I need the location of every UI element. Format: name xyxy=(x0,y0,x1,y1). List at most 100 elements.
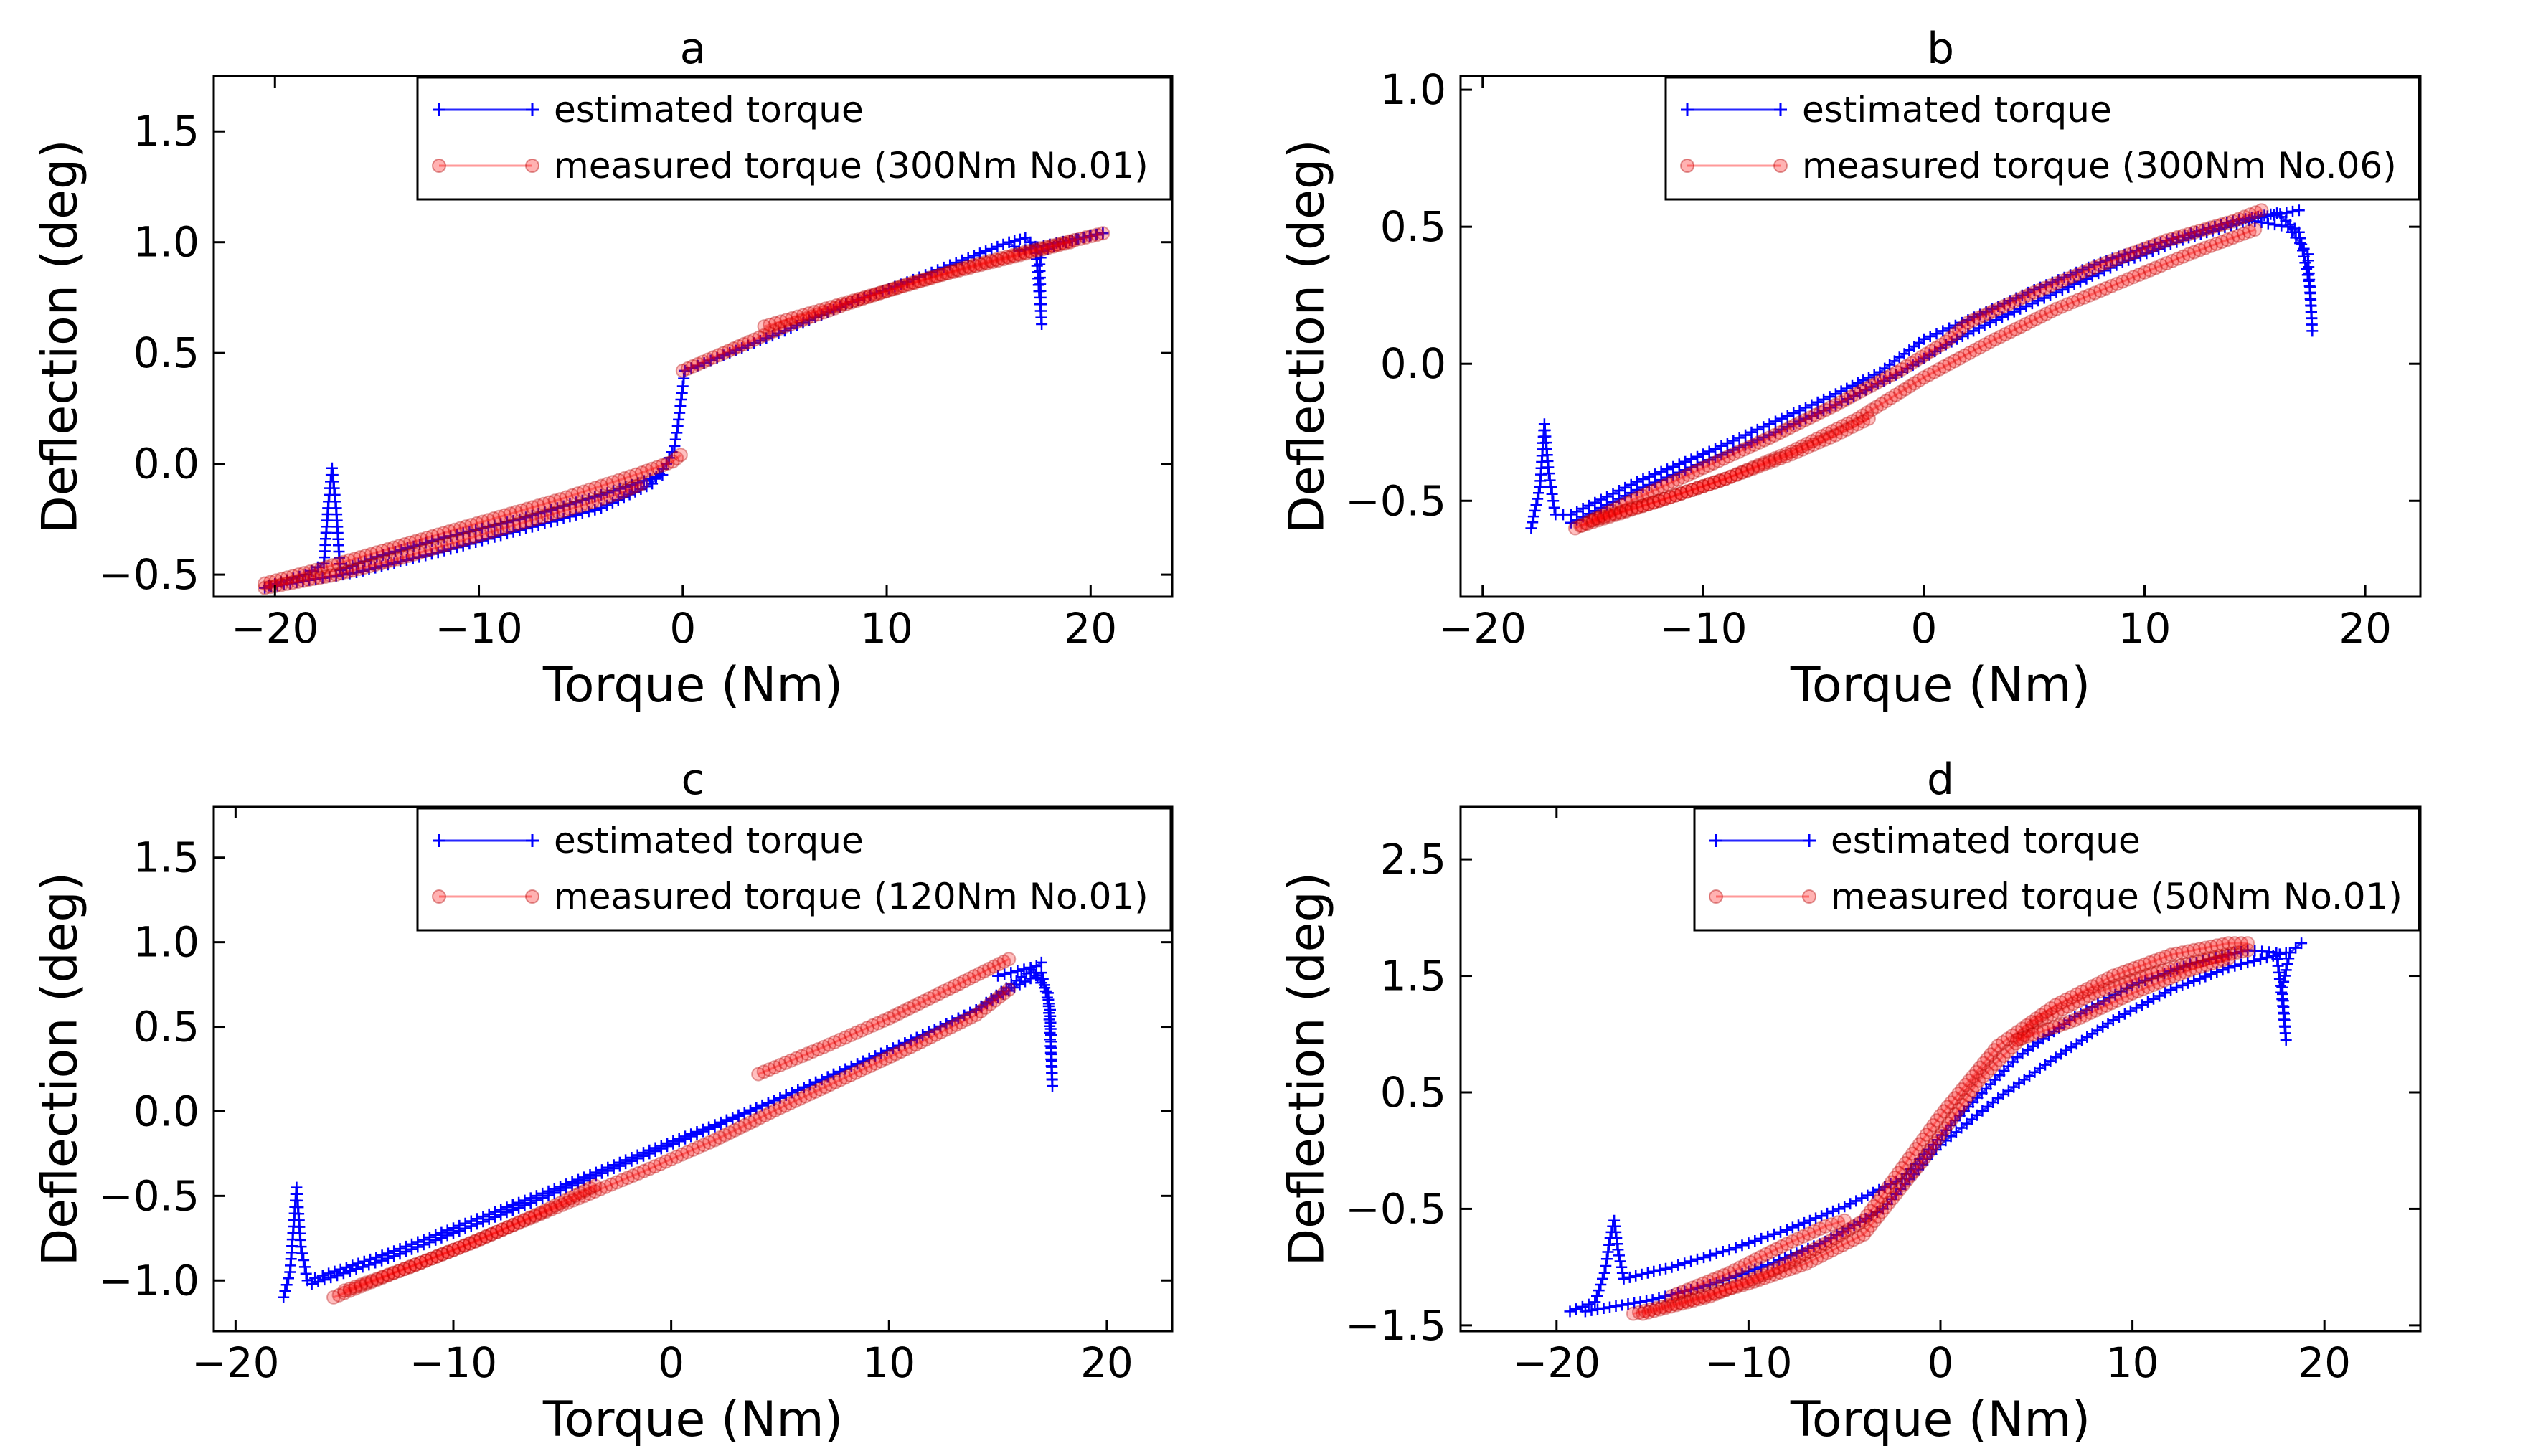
data-point xyxy=(2227,936,2242,951)
data-point xyxy=(933,267,948,282)
data-point xyxy=(359,1277,374,1292)
data-point xyxy=(1786,1252,1801,1267)
data-point xyxy=(1969,1064,1984,1079)
data-point xyxy=(1760,1265,1775,1280)
data-point xyxy=(1947,354,1962,369)
data-point xyxy=(258,580,273,595)
data-point xyxy=(1859,405,1874,420)
data-point xyxy=(503,506,518,521)
data-point xyxy=(1630,501,1645,516)
y-tick-label: 0.0 xyxy=(1380,339,1446,388)
data-point xyxy=(1635,488,1650,504)
y-axis-label: Deflection (deg) xyxy=(32,872,89,1266)
data-point xyxy=(1753,1249,1768,1264)
data-point xyxy=(486,511,501,526)
data-point xyxy=(2097,982,2112,997)
data-point xyxy=(1850,417,1865,432)
data-point xyxy=(1679,484,1694,499)
plot-area xyxy=(1525,203,2319,536)
data-point xyxy=(2104,253,2119,268)
data-point xyxy=(1044,238,1060,253)
data-point xyxy=(566,1193,580,1208)
data-point xyxy=(996,954,1011,969)
data-point xyxy=(440,537,455,552)
data-point xyxy=(1978,337,1993,352)
data-point xyxy=(1078,230,1093,245)
data-point xyxy=(680,1145,695,1160)
data-point xyxy=(1920,1145,1935,1160)
data-point xyxy=(753,1110,768,1125)
data-point xyxy=(608,487,623,502)
data-point xyxy=(783,1053,798,1068)
data-point xyxy=(1839,392,1854,407)
data-point xyxy=(1803,410,1818,425)
data-point xyxy=(297,566,312,580)
legend: estimated torque measured torque (120Nm N… xyxy=(416,807,1172,932)
data-point xyxy=(2169,946,2184,961)
data-point xyxy=(879,283,894,298)
data-point xyxy=(727,1122,742,1138)
data-point xyxy=(1798,1256,1814,1271)
data-point xyxy=(789,1051,804,1066)
data-point xyxy=(1869,376,1884,390)
data-point xyxy=(522,1211,537,1226)
data-point xyxy=(2137,957,2152,972)
data-point xyxy=(1752,1272,1766,1287)
data-point xyxy=(894,278,909,293)
data-point xyxy=(464,518,479,532)
data-point xyxy=(1839,422,1854,437)
data-point xyxy=(357,560,372,575)
data-point xyxy=(911,273,925,288)
data-point xyxy=(898,1042,913,1057)
data-point xyxy=(887,1008,902,1024)
data-point xyxy=(1854,384,1869,399)
data-point xyxy=(1802,1244,1817,1259)
data-point xyxy=(2164,947,2179,963)
data-point xyxy=(1874,397,1889,412)
data-point xyxy=(659,1154,673,1169)
data-point xyxy=(785,311,800,326)
data-point xyxy=(1084,229,1099,244)
data-point xyxy=(2009,1036,2024,1051)
data-point xyxy=(664,1152,679,1167)
data-point xyxy=(1718,1282,1733,1297)
data-point xyxy=(706,350,721,365)
data-point xyxy=(353,550,368,564)
data-point xyxy=(392,1263,407,1278)
data-point xyxy=(916,272,931,287)
data-point xyxy=(1618,504,1633,519)
series-estimated xyxy=(1525,204,2319,534)
data-point xyxy=(1646,495,1661,510)
data-point xyxy=(2111,966,2126,981)
data-point xyxy=(2137,265,2152,280)
data-point xyxy=(1941,1116,1956,1131)
data-point xyxy=(1646,1303,1661,1318)
data-point xyxy=(1788,417,1803,432)
data-point xyxy=(1952,323,1967,338)
data-point xyxy=(518,514,533,529)
data-point xyxy=(986,959,1001,974)
data-point xyxy=(669,450,684,465)
data-point xyxy=(634,465,649,480)
data-point xyxy=(686,359,700,374)
data-point xyxy=(2231,212,2246,227)
data-point xyxy=(1862,411,1876,426)
marker-group xyxy=(1565,204,2305,529)
data-point xyxy=(588,481,603,496)
data-point xyxy=(1809,1251,1824,1266)
data-point xyxy=(1027,242,1042,257)
data-point xyxy=(1837,1224,1852,1239)
data-point xyxy=(354,1279,368,1294)
data-point xyxy=(896,278,911,293)
data-point xyxy=(2048,998,2063,1013)
data-point xyxy=(1636,1306,1651,1321)
legend-marker xyxy=(1681,103,1694,116)
data-point xyxy=(555,1197,570,1212)
data-point xyxy=(1635,498,1650,513)
data-point xyxy=(763,317,778,332)
marker-group xyxy=(1567,203,2269,536)
legend-label: estimated torque xyxy=(554,89,864,131)
data-point xyxy=(1668,488,1683,503)
data-point xyxy=(484,1226,499,1242)
data-point xyxy=(1879,394,1894,409)
